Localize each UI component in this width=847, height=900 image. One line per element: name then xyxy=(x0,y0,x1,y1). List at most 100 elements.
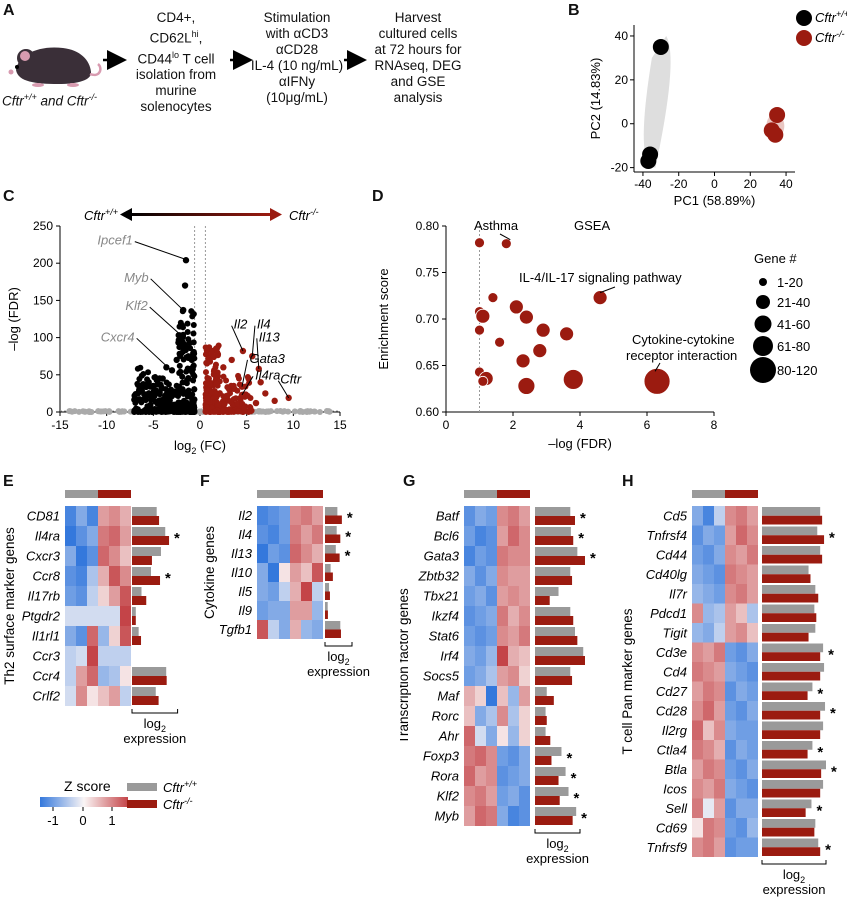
zscore-tick-label: 1 xyxy=(108,813,115,828)
heatmap-cell xyxy=(65,526,76,546)
gsea-point xyxy=(474,324,485,336)
volcano-point-wt xyxy=(180,399,187,406)
significance-star: * xyxy=(590,550,596,567)
gene-label: Rora xyxy=(431,769,459,784)
heatmap-cell xyxy=(519,506,530,526)
gene-label: Il4 xyxy=(238,527,252,542)
heatmap-cell xyxy=(464,586,475,606)
heatmap-cell xyxy=(497,586,508,606)
step-3-line: RNAseq, DEG xyxy=(374,58,462,73)
header-ko xyxy=(98,490,131,498)
heatmap-cell xyxy=(268,544,279,563)
volcano-point-ko xyxy=(219,407,226,414)
step-3-line: cultured cells xyxy=(378,26,458,41)
gene-label: Il2 xyxy=(238,508,253,523)
volcano-point-ko xyxy=(228,356,235,364)
gsea-point xyxy=(562,369,584,390)
heatmap-cell xyxy=(714,525,725,545)
heatmap-cell xyxy=(109,566,120,586)
gene-label: Il17rb xyxy=(27,589,60,604)
gene-label: Cd28 xyxy=(656,703,688,718)
panel-b-pca: -40 -20 0 20 40 -20 0 20 40 PC1 (58.89%) PC2 (14.8… xyxy=(588,9,847,208)
expr-bar-wt xyxy=(132,627,139,636)
size-legend-label: 61-80 xyxy=(777,339,810,354)
heatmap-cell xyxy=(692,662,703,682)
volcano-point-ns xyxy=(326,408,333,415)
heatmap-cell xyxy=(87,646,98,666)
heatmap-cell xyxy=(475,666,486,686)
heatmap-cell xyxy=(486,626,497,646)
volcano-point-ko xyxy=(202,408,209,415)
heatmap-cell xyxy=(725,642,736,662)
zscore-title: Z score xyxy=(64,778,111,794)
heatmap-cell xyxy=(747,642,758,662)
heatmap-cell xyxy=(497,506,508,526)
heatmap-cell xyxy=(747,584,758,604)
volcano-point-wt xyxy=(168,367,176,374)
gene-label: Cd27 xyxy=(656,684,688,699)
heatmap-cell xyxy=(475,626,486,646)
volcano-point-wt xyxy=(186,340,193,347)
heatmap-cell xyxy=(268,563,279,582)
expr-bar-wt xyxy=(325,526,337,535)
volcano-point-wt xyxy=(178,350,185,357)
y-axis-label: PC2 (14.83%) xyxy=(588,58,603,140)
heatmap-cell xyxy=(109,686,120,706)
x-axis-label: –log (FDR) xyxy=(548,436,612,451)
gsea-point xyxy=(494,336,506,348)
step-2-line: Stimulation xyxy=(263,10,331,25)
size-legend-dot xyxy=(759,278,767,286)
expr-bar-wt xyxy=(535,547,578,556)
mouse-genotype-label: Cftr+/+ and Cftr-/- xyxy=(2,92,97,109)
expr-bar-wt xyxy=(535,647,584,656)
and-text: and xyxy=(36,93,67,109)
heatmap-cell xyxy=(736,798,747,818)
heatmap-cell xyxy=(714,564,725,584)
heatmap-cell xyxy=(725,818,736,838)
heatmap-cell xyxy=(486,726,497,746)
significance-star: * xyxy=(165,570,171,587)
expr-bar-ko xyxy=(325,515,342,524)
heatmap-cell xyxy=(747,779,758,799)
gene-label-il13: Il13 xyxy=(259,329,281,344)
heatmap-cell xyxy=(519,646,530,666)
heatmap-cell xyxy=(508,806,519,826)
zscore-bar xyxy=(40,797,128,807)
volcano-point-wt xyxy=(181,405,188,412)
heatmap-cell xyxy=(290,506,301,525)
heatmap-cell xyxy=(508,506,519,526)
expr-bar-ko xyxy=(762,554,823,564)
volcano-point-wt xyxy=(185,387,192,394)
gsea-point xyxy=(518,309,534,325)
gene-label: Cd44 xyxy=(656,547,687,562)
volcano-point-ko xyxy=(213,380,220,387)
size-legend-label: 41-60 xyxy=(777,317,810,332)
volcano-point-ko xyxy=(245,375,252,382)
heatmap-cell xyxy=(109,606,120,626)
heatmap-cell xyxy=(464,786,475,806)
heatmap-cell xyxy=(65,686,76,706)
volcano-point-ko xyxy=(206,381,213,388)
volcano-point-ko xyxy=(249,353,256,360)
annotation-leader xyxy=(150,278,184,311)
heatmap-cell xyxy=(703,779,714,799)
volcano-point-ns xyxy=(88,408,95,415)
step-2-line: αIFNy xyxy=(278,74,316,89)
heatmap-cell xyxy=(257,544,268,563)
heatmap-cell xyxy=(486,786,497,806)
heatmap-cell xyxy=(747,623,758,643)
significance-star: * xyxy=(345,548,351,565)
expression-label-1: log2 xyxy=(783,867,805,885)
heatmap-cell xyxy=(65,646,76,666)
heatmap-cell xyxy=(312,544,323,563)
heatmap-cell xyxy=(87,606,98,626)
heatmap-cell xyxy=(692,681,703,701)
heatmap-cell xyxy=(87,546,98,566)
expr-bar-ko xyxy=(762,710,821,720)
volcano-point-ko xyxy=(203,403,210,410)
annotation-leader xyxy=(654,362,661,372)
y-tick-label: 0.75 xyxy=(416,266,440,280)
y-tick-label: 20 xyxy=(615,73,629,87)
volcano-point-ns xyxy=(106,408,113,415)
volcano-point-ns xyxy=(121,408,128,415)
